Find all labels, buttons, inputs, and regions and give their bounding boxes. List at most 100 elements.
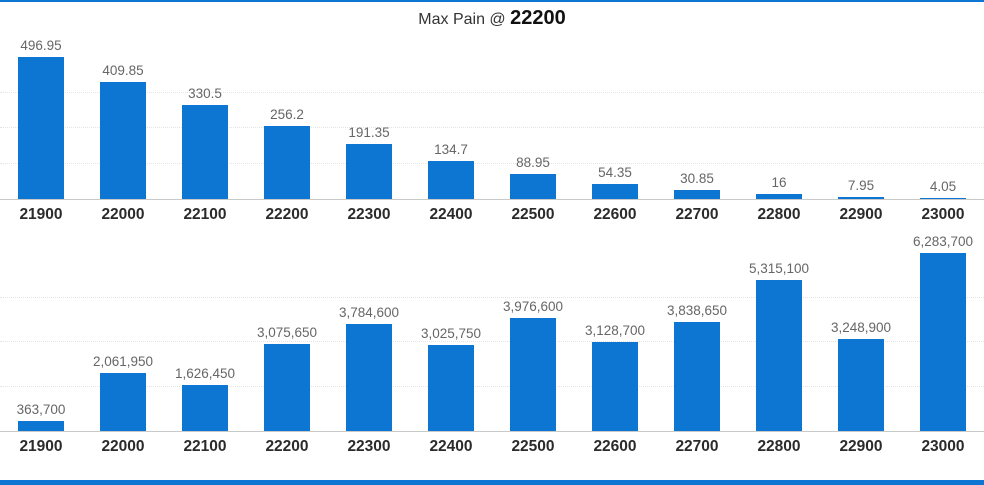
bar-column: 3,838,650 — [656, 303, 738, 431]
bar-column: 496.95 — [0, 38, 82, 199]
bar[interactable] — [838, 196, 884, 199]
bar[interactable] — [428, 345, 474, 431]
bar-value-label: 191.35 — [348, 125, 390, 141]
x-axis-label: 22900 — [839, 206, 883, 223]
bar[interactable] — [592, 183, 638, 199]
bar-value-label: 5,315,100 — [748, 261, 810, 277]
bar-column: 2,061,950 — [82, 354, 164, 431]
x-axis-label: 22300 — [347, 206, 391, 223]
x-axis-label: 21900 — [19, 438, 63, 455]
bar-column: 5,315,100 — [738, 261, 820, 431]
x-axis-label: 22700 — [675, 206, 719, 223]
x-axis-label: 22500 — [511, 206, 555, 223]
x-axis-label: 22100 — [183, 206, 227, 223]
bar-value-label: 3,838,650 — [666, 303, 728, 319]
bar[interactable] — [182, 104, 228, 199]
premium-plot-area: 496.95 409.85 330.5 256.2 191.35 134.7 88.95 54… — [0, 34, 984, 200]
chart-title: Max Pain @ 22200 — [0, 2, 984, 34]
bar-value-label: 54.35 — [598, 164, 632, 180]
bar-column: 3,075,650 — [246, 325, 328, 431]
x-axis-label: 22400 — [429, 206, 473, 223]
bar-value-label: 2,061,950 — [92, 353, 154, 369]
bar-column: 3,784,600 — [328, 305, 410, 431]
bar[interactable] — [264, 343, 310, 431]
bar-column: 256.2 — [246, 107, 328, 199]
bar[interactable] — [920, 253, 966, 431]
bar-value-label: 1,626,450 — [174, 365, 236, 381]
bar[interactable] — [756, 194, 802, 199]
bar[interactable] — [510, 318, 556, 431]
x-axis-label: 22300 — [347, 438, 391, 455]
bar-value-label: 6,283,700 — [912, 234, 974, 249]
bar-value-label: 16 — [771, 175, 787, 191]
x-axis-label: 23000 — [921, 206, 965, 223]
bar[interactable] — [346, 144, 392, 199]
bar-column: 3,025,750 — [410, 326, 492, 431]
bar-column: 7.95 — [820, 178, 902, 199]
bar-column: 363,700 — [0, 402, 82, 431]
bar[interactable] — [920, 197, 966, 199]
bar[interactable] — [592, 342, 638, 431]
bar-value-label: 3,075,650 — [256, 324, 318, 340]
bar[interactable] — [100, 372, 146, 431]
x-axis-label: 22600 — [593, 438, 637, 455]
option-premium-chart: 496.95 409.85 330.5 256.2 191.35 134.7 88.95 54… — [0, 34, 984, 232]
bar-column: 3,976,600 — [492, 299, 574, 431]
bar[interactable] — [510, 173, 556, 199]
x-axis-label: 22500 — [511, 438, 555, 455]
bar-value-label: 3,248,900 — [830, 320, 892, 335]
bar-column: 1,626,450 — [164, 366, 246, 431]
bar-column: 134.7 — [410, 141, 492, 199]
x-axis-label: 22200 — [265, 206, 309, 223]
bar[interactable] — [428, 160, 474, 199]
x-axis-label: 22700 — [675, 438, 719, 455]
x-axis-label: 22900 — [839, 438, 883, 455]
bar[interactable] — [838, 339, 884, 431]
gridline — [0, 296, 984, 298]
chart-title-prefix: Max Pain @ — [418, 11, 511, 28]
bar-value-label: 134.7 — [434, 141, 468, 157]
open-interest-plot-area: 363,700 2,061,950 1,626,450 3,075,650 3,784,… — [0, 232, 984, 432]
bar[interactable] — [264, 125, 310, 199]
bar-column: 6,283,700 — [902, 234, 984, 431]
x-axis-label: 22200 — [265, 438, 309, 455]
bar[interactable] — [674, 322, 720, 431]
bar-column: 54.35 — [574, 164, 656, 199]
x-axis-label: 21900 — [19, 206, 63, 223]
bar[interactable] — [756, 280, 802, 431]
bar-column: 30.85 — [656, 171, 738, 199]
bar[interactable] — [674, 190, 720, 199]
bar-column: 3,128,700 — [574, 323, 656, 431]
x-axis-label: 22800 — [757, 206, 801, 223]
x-axis-label: 22400 — [429, 438, 473, 455]
bar-column: 191.35 — [328, 125, 410, 199]
bar-value-label: 409.85 — [102, 62, 144, 78]
x-axis-label: 22000 — [101, 206, 145, 223]
bar[interactable] — [18, 420, 64, 431]
bar-value-label: 88.95 — [516, 154, 550, 170]
open-interest-x-axis: 21900 22000 22100 22200 22300 22400 22500 22600… — [0, 432, 984, 464]
bar-value-label: 330.5 — [188, 85, 222, 101]
bar-column: 4.05 — [902, 179, 984, 199]
bar[interactable] — [346, 323, 392, 431]
bar[interactable] — [100, 81, 146, 199]
bar-value-label: 7.95 — [847, 177, 875, 193]
bar-value-label: 256.2 — [270, 106, 304, 122]
bar-value-label: 496.95 — [20, 38, 62, 53]
bar-column: 3,248,900 — [820, 320, 902, 431]
bar-value-label: 3,784,600 — [338, 304, 400, 320]
bar[interactable] — [18, 57, 64, 199]
open-interest-chart: 363,700 2,061,950 1,626,450 3,075,650 3,784,… — [0, 232, 984, 464]
max-pain-strike-value: 22200 — [510, 7, 566, 29]
premium-x-axis: 21900 22000 22100 22200 22300 22400 22500 22600… — [0, 200, 984, 232]
x-axis-label: 22600 — [593, 206, 637, 223]
bar-value-label: 363,700 — [16, 401, 66, 417]
bar-value-label: 3,025,750 — [420, 326, 482, 342]
x-axis-label: 22800 — [757, 438, 801, 455]
bar[interactable] — [182, 384, 228, 431]
x-axis-label: 22100 — [183, 438, 227, 455]
bottom-accent-bar — [0, 480, 984, 485]
bar-value-label: 30.85 — [680, 171, 714, 187]
bar-value-label: 4.05 — [929, 178, 957, 194]
